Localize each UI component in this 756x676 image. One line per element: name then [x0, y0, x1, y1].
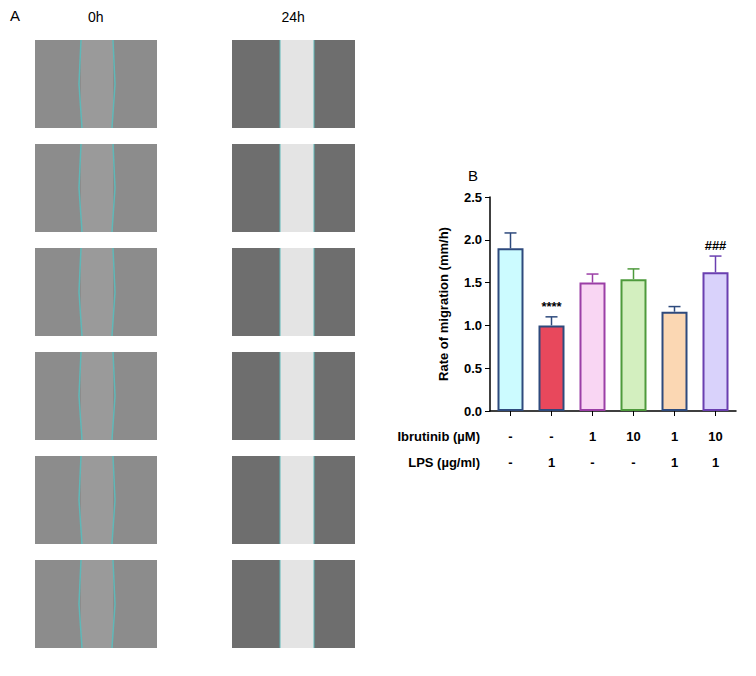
svg-text:-: -: [631, 455, 635, 470]
svg-text:###: ###: [705, 238, 727, 253]
svg-text:2.0: 2.0: [464, 232, 482, 247]
svg-text:1: 1: [712, 455, 719, 470]
svg-text:10: 10: [626, 429, 640, 444]
svg-text:B: B: [468, 167, 478, 184]
svg-text:0h: 0h: [88, 9, 104, 25]
svg-text:1.0: 1.0: [464, 318, 482, 333]
svg-text:0.5: 0.5: [464, 361, 482, 376]
svg-text:-: -: [590, 455, 594, 470]
svg-text:****: ****: [541, 299, 562, 314]
svg-text:LPS (µg/ml): LPS (µg/ml): [408, 455, 480, 470]
svg-text:-: -: [508, 455, 512, 470]
svg-text:0.0: 0.0: [464, 404, 482, 419]
svg-text:1.5: 1.5: [464, 275, 482, 290]
svg-text:Ibrutinib (µM): Ibrutinib (µM): [397, 429, 480, 444]
svg-text:1: 1: [548, 455, 555, 470]
svg-text:2.5: 2.5: [464, 190, 482, 205]
svg-text:1: 1: [671, 429, 678, 444]
svg-text:24h: 24h: [282, 9, 305, 25]
svg-text:1: 1: [671, 455, 678, 470]
svg-text:10: 10: [708, 429, 722, 444]
svg-text:Rate of migration (mm/h): Rate of migration (mm/h): [436, 227, 451, 381]
svg-text:-: -: [549, 429, 553, 444]
svg-text:-: -: [508, 429, 512, 444]
svg-text:1: 1: [589, 429, 596, 444]
svg-text:A: A: [10, 7, 20, 24]
